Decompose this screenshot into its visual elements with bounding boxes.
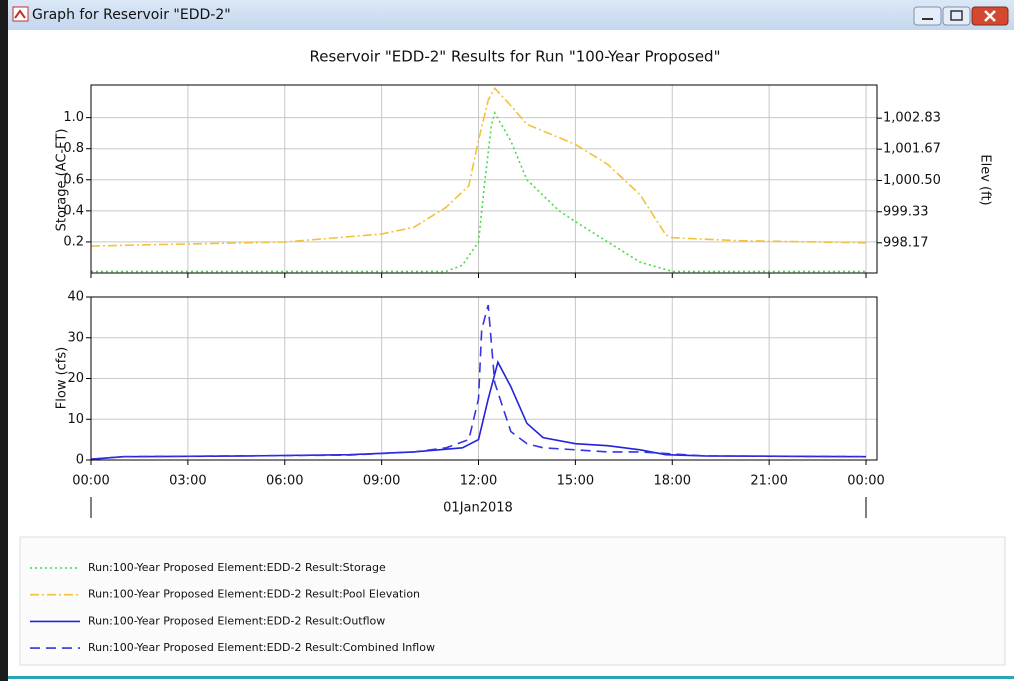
chart-title: Reservoir "EDD-2" Results for Run "100-Y… [310, 48, 721, 66]
y-axis-label: Storage (AC-FT) [55, 129, 70, 232]
y2-tick-label: 1,002.83 [883, 111, 941, 126]
maximize-glyph [950, 10, 963, 21]
x-tick-label: 21:00 [750, 474, 787, 489]
y-tick-label: 0.8 [63, 141, 84, 156]
legend-label: Run:100-Year Proposed Element:EDD-2 Resu… [88, 561, 386, 574]
series-line [90, 304, 867, 460]
y-tick-label: 20 [67, 371, 84, 386]
maximize-button[interactable] [942, 6, 971, 26]
left-edge [0, 0, 8, 681]
x-axis-label: 01Jan2018 [443, 501, 513, 516]
bottom-edge [8, 676, 1014, 679]
y2-tick-label: 1,000.50 [883, 173, 941, 188]
y-tick-label: 1.0 [63, 110, 84, 125]
x-tick-label: 12:00 [460, 474, 497, 489]
y-tick-label: 0.4 [63, 203, 84, 218]
app-icon-glyph [14, 9, 26, 19]
series-line [91, 110, 866, 273]
x-tick-label: 18:00 [654, 474, 691, 489]
window-title: Graph for Reservoir "EDD-2" [32, 7, 231, 23]
x-tick-label: 06:00 [266, 474, 303, 489]
minimize-button[interactable] [913, 6, 942, 26]
x-tick-label: 00:00 [72, 474, 109, 489]
y-tick-label: 40 [67, 290, 84, 305]
plot-frame [90, 84, 878, 274]
y-tick-label: 0.6 [63, 172, 84, 187]
title-bar [8, 0, 1014, 30]
y-tick-label: 10 [67, 412, 84, 427]
legend [19, 536, 1006, 666]
series-line [90, 86, 867, 247]
y-tick-label: 0 [76, 453, 84, 468]
x-tick-label: 03:00 [169, 474, 206, 489]
y2-tick-label: 1,001.67 [883, 142, 941, 157]
x-tick-label: 09:00 [363, 474, 400, 489]
y2-tick-label: 999.33 [883, 204, 929, 219]
y2-tick-label: 998.17 [883, 235, 929, 250]
y2-axis-label: Elev (ft) [978, 154, 993, 205]
plot-frame [90, 296, 878, 461]
y-tick-label: 0.2 [63, 234, 84, 249]
x-tick-label: 15:00 [557, 474, 594, 489]
plot-area [91, 85, 877, 273]
app-icon [12, 6, 29, 22]
y-axis-label: Flow (cfs) [55, 347, 70, 409]
legend-label: Run:100-Year Proposed Element:EDD-2 Resu… [88, 641, 435, 654]
y-tick-label: 30 [67, 330, 84, 345]
x-tick-label: 00:00 [847, 474, 884, 489]
close-glyph [984, 10, 996, 22]
legend-label: Run:100-Year Proposed Element:EDD-2 Resu… [88, 614, 385, 627]
legend-label: Run:100-Year Proposed Element:EDD-2 Resu… [88, 588, 420, 601]
